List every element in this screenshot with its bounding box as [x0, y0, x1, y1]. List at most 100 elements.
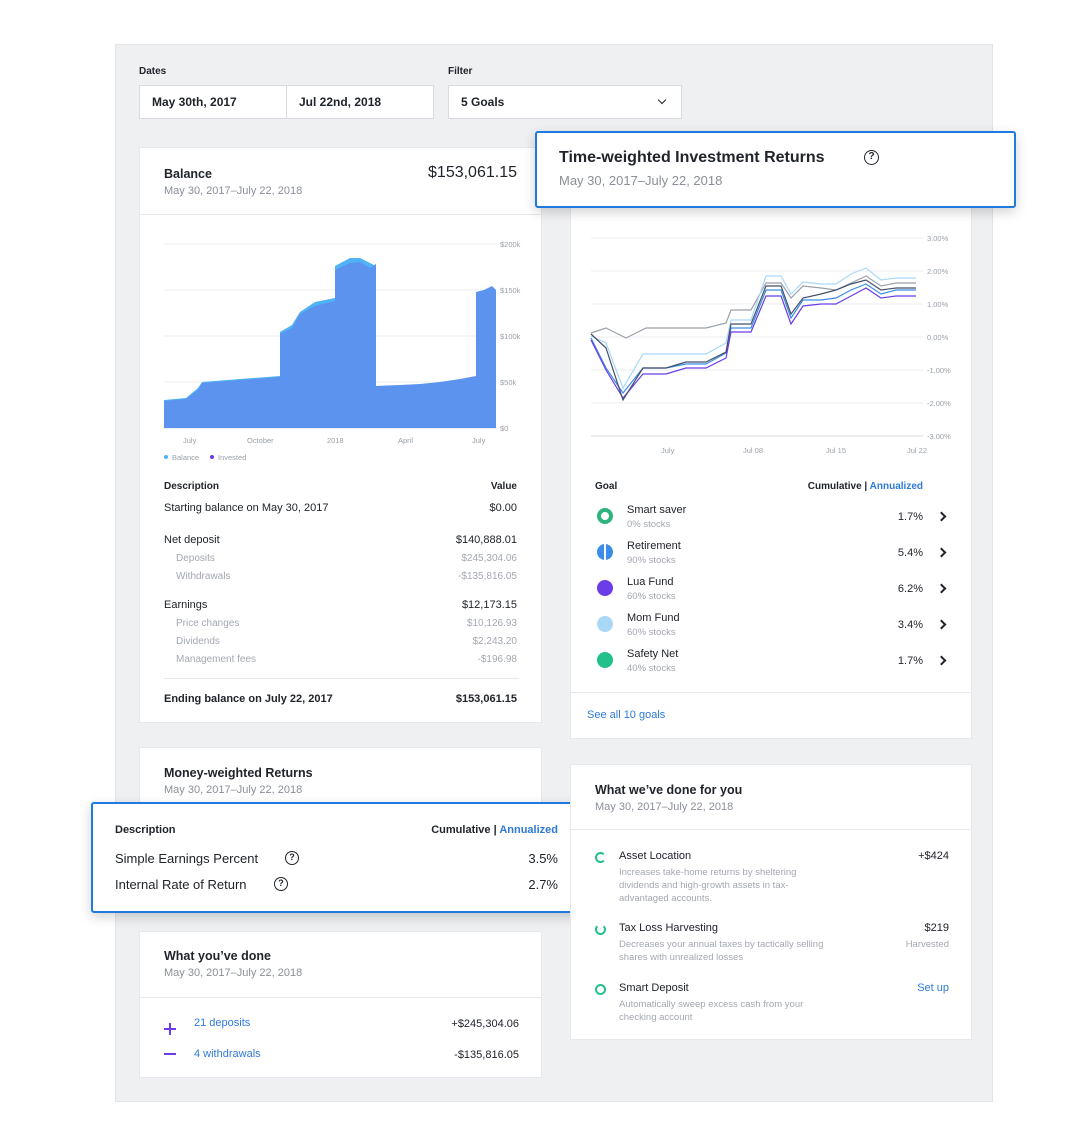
divider: [571, 692, 971, 693]
tax-loss-title: Tax Loss Harvesting: [619, 922, 719, 934]
row-starting-value: $0.00: [489, 502, 517, 514]
balance-col-description: Description: [164, 481, 220, 492]
x-tick-label: October: [247, 436, 274, 445]
filter-label: Filter: [448, 66, 473, 77]
goal-row-retirement[interactable]: Retirement 90% stocks 5.4%: [571, 536, 971, 570]
goal-row-smart-saver[interactable]: Smart saver 0% stocks 1.7%: [571, 500, 971, 534]
you-done-date-range: May 30, 2017–July 22, 2018: [164, 967, 303, 979]
row-management-fees-label: Management fees: [176, 654, 257, 665]
dates-label: Dates: [139, 66, 167, 77]
y-tick-label: $150k: [500, 286, 521, 295]
goal-name: Mom Fund: [627, 612, 680, 624]
series-line: [590, 275, 916, 339]
y-tick-label: $0: [500, 424, 508, 433]
balance-area: [164, 262, 496, 428]
ending-balance-label: Ending balance on July 22, 2017: [164, 693, 333, 705]
goal-name: Retirement: [627, 540, 681, 552]
smart-deposit-setup-link[interactable]: Set up: [917, 982, 949, 994]
goal-name: Safety Net: [627, 648, 679, 660]
mwr-title: Money-weighted Returns: [164, 766, 313, 780]
tax-loss-desc: shares with unrealized losses: [619, 952, 744, 963]
chevron-right-icon: [936, 511, 947, 522]
goal-value: 3.4%: [897, 619, 923, 631]
chevron-down-icon: [657, 95, 667, 105]
x-tick-label: July: [183, 436, 197, 445]
annualized-toggle[interactable]: Annualized: [869, 481, 923, 492]
irr-value: 2.7%: [528, 877, 558, 892]
help-icon[interactable]: ?: [285, 851, 299, 865]
asset-location-icon: [595, 852, 606, 863]
goal-value: 1.7%: [897, 511, 923, 523]
help-icon[interactable]: ?: [864, 150, 879, 165]
help-icon[interactable]: ?: [274, 877, 288, 891]
goal-sub: 90% stocks: [627, 555, 676, 566]
y-tick-label: -1.00%: [927, 366, 951, 375]
legend-balance-dot: [164, 455, 168, 459]
goals-filter-select[interactable]: 5 Goals: [448, 85, 682, 119]
twr-title: Time-weighted Investment Returns: [559, 149, 825, 166]
row-earnings-label: Earnings: [164, 599, 208, 611]
goal-row-mom-fund[interactable]: Mom Fund 60% stocks 3.4%: [571, 608, 971, 642]
smart-saver-icon: [597, 508, 613, 524]
done-for-you-title: What we’ve done for you: [595, 783, 743, 797]
smart-deposit-desc: checking account: [619, 1012, 693, 1023]
divider: [140, 214, 541, 215]
twr-highlight-header: Time-weighted Investment Returns ? May 3…: [535, 131, 1016, 208]
tax-loss-icon: [595, 924, 606, 935]
twr-card: 3.00% 2.00% 1.00% 0.00% -1.00% -2.00% -3…: [570, 147, 972, 739]
minus-icon: [164, 1053, 176, 1055]
x-tick-label: July: [661, 446, 675, 455]
chevron-right-icon: [936, 547, 947, 558]
goal-value: 5.4%: [897, 547, 923, 559]
divider: [164, 678, 519, 679]
row-withdrawals-label: Withdrawals: [176, 571, 231, 582]
retirement-icon: [597, 544, 613, 560]
x-tick-label: July: [472, 436, 486, 445]
row-management-fees-value: -$196.98: [477, 654, 517, 665]
goal-name: Smart saver: [627, 504, 687, 516]
lua-fund-icon: [597, 580, 613, 596]
you-done-card: What you’ve done May 30, 2017–July 22, 2…: [139, 931, 542, 1078]
see-all-goals-link[interactable]: See all 10 goals: [587, 709, 666, 721]
simple-earnings-label: Simple Earnings Percent: [115, 851, 259, 866]
done-for-you-card: What we’ve done for you May 30, 2017–Jul…: [570, 764, 972, 1040]
row-deposits-value: $245,304.06: [461, 553, 517, 564]
row-earnings-value: $12,173.15: [461, 599, 517, 611]
series-line: [590, 283, 916, 395]
balance-total: $153,061.15: [428, 164, 517, 181]
end-date-input[interactable]: Jul 22nd, 2018: [286, 85, 434, 119]
y-tick-label: -3.00%: [927, 432, 951, 441]
deposits-link[interactable]: 21 deposits: [194, 1017, 251, 1029]
you-done-title: What you’ve done: [164, 949, 271, 963]
mwr-col-toggle: Cumulative | Annualized: [431, 824, 558, 836]
chevron-right-icon: [936, 655, 947, 666]
x-tick-label: 2018: [327, 436, 344, 445]
series-line: [590, 267, 916, 390]
chevron-right-icon: [936, 583, 947, 594]
goal-row-safety-net[interactable]: Safety Net 40% stocks 1.7%: [571, 644, 971, 678]
mwr-card: Money-weighted Returns May 30, 2017–July…: [139, 747, 542, 807]
asset-location-title: Asset Location: [619, 850, 692, 862]
y-tick-label: 0.00%: [927, 333, 949, 342]
cumulative-toggle[interactable]: Cumulative: [431, 824, 491, 836]
series-line: [590, 287, 916, 400]
goal-row-lua-fund[interactable]: Lua Fund 60% stocks 6.2%: [571, 572, 971, 606]
balance-chart: $200k $150k $100k $50k $0 July October 2…: [164, 240, 521, 462]
withdrawals-link[interactable]: 4 withdrawals: [194, 1048, 261, 1060]
tax-loss-value: $219: [924, 922, 949, 934]
legend-invested: Invested: [218, 453, 246, 462]
row-net-deposit-value: $140,888.01: [455, 534, 517, 546]
start-date-input[interactable]: May 30th, 2017: [139, 85, 287, 119]
simple-earnings-value: 3.5%: [528, 851, 558, 866]
withdrawals-value: -$135,816.05: [454, 1049, 519, 1061]
cumulative-toggle[interactable]: Cumulative: [807, 481, 862, 492]
y-tick-label: $50k: [500, 378, 517, 387]
goal-value: 1.7%: [897, 655, 923, 667]
row-price-changes-value: $10,126.93: [466, 618, 517, 629]
series-line: [590, 279, 916, 402]
goal-sub: 40% stocks: [627, 663, 676, 674]
y-tick-label: 3.00%: [927, 234, 949, 243]
row-withdrawals-value: -$135,816.05: [458, 571, 517, 582]
tax-loss-desc: Decreases your annual taxes by tacticall…: [619, 939, 824, 950]
annualized-toggle[interactable]: Annualized: [499, 824, 558, 836]
